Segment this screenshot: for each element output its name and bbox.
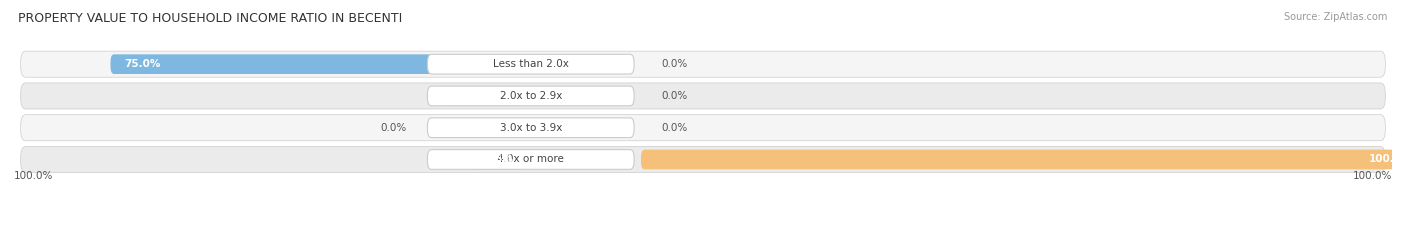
Text: 0.0%: 0.0% <box>662 91 688 101</box>
FancyBboxPatch shape <box>427 118 634 137</box>
Text: 9.6%: 9.6% <box>485 154 513 164</box>
Text: 0.0%: 0.0% <box>662 59 688 69</box>
FancyBboxPatch shape <box>21 115 1385 141</box>
Text: PROPERTY VALUE TO HOUSEHOLD INCOME RATIO IN BECENTI: PROPERTY VALUE TO HOUSEHOLD INCOME RATIO… <box>18 12 402 25</box>
Text: 100.0%: 100.0% <box>1369 154 1406 164</box>
Text: 15.4%: 15.4% <box>453 91 489 101</box>
Text: 0.0%: 0.0% <box>381 123 406 133</box>
Text: 2.0x to 2.9x: 2.0x to 2.9x <box>499 91 562 101</box>
FancyBboxPatch shape <box>21 147 1385 172</box>
FancyBboxPatch shape <box>427 54 634 74</box>
FancyBboxPatch shape <box>471 150 524 169</box>
Text: 100.0%: 100.0% <box>1353 171 1392 181</box>
FancyBboxPatch shape <box>21 51 1385 77</box>
FancyBboxPatch shape <box>111 54 524 74</box>
Text: 100.0%: 100.0% <box>14 171 53 181</box>
Text: 3.0x to 3.9x: 3.0x to 3.9x <box>499 123 562 133</box>
Text: 4.0x or more: 4.0x or more <box>498 154 564 164</box>
FancyBboxPatch shape <box>439 86 524 106</box>
Text: 75.0%: 75.0% <box>124 59 160 69</box>
FancyBboxPatch shape <box>427 150 634 169</box>
Text: Source: ZipAtlas.com: Source: ZipAtlas.com <box>1284 12 1388 22</box>
FancyBboxPatch shape <box>641 150 1406 169</box>
Text: 0.0%: 0.0% <box>662 123 688 133</box>
FancyBboxPatch shape <box>427 86 634 106</box>
FancyBboxPatch shape <box>21 83 1385 109</box>
Text: Less than 2.0x: Less than 2.0x <box>494 59 568 69</box>
